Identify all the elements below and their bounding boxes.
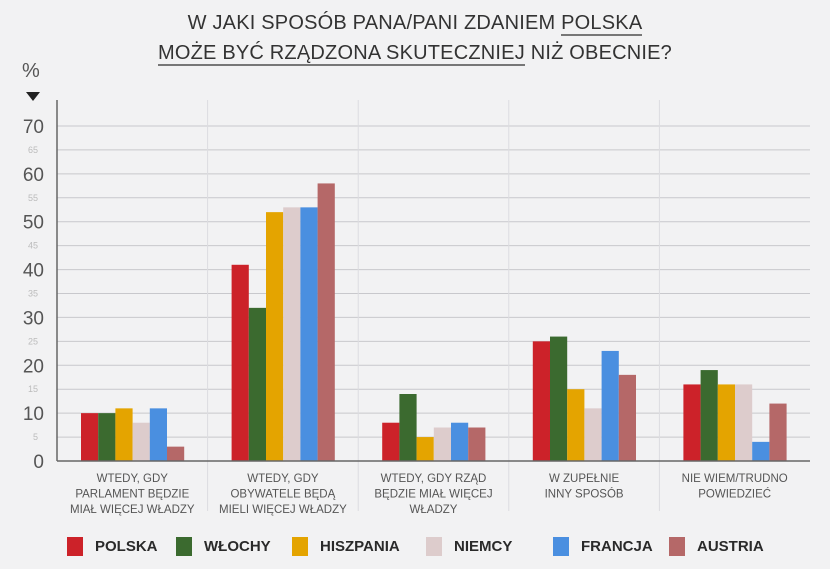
legend-swatch — [292, 537, 308, 556]
bar-polska-1 — [231, 264, 249, 461]
legend-item: HISZPANIA — [292, 537, 400, 556]
bar-hiszpania-3 — [567, 389, 585, 461]
y-minor-tick-label: 25 — [28, 336, 38, 346]
y-minor-tick-label: 55 — [28, 193, 38, 203]
x-category-label: NIE WIEM/TRUDNO — [682, 473, 788, 485]
legend-item: FRANCJA — [553, 537, 653, 556]
x-category-label: MIAŁ WIĘCEJ WŁADZY — [70, 504, 195, 516]
bar-austria-1 — [317, 183, 335, 461]
y-minor-tick-label: 45 — [28, 241, 38, 251]
legend-swatch — [426, 537, 442, 556]
legend-swatch — [67, 537, 83, 556]
bar-francja-1 — [300, 207, 318, 461]
x-category-label: MIELI WIĘCEJ WŁADZY — [219, 504, 347, 516]
x-category-label: OBYWATELE BĘDĄ — [230, 489, 335, 501]
title-text-suffix: NIŻ OBECNIE? — [524, 42, 673, 64]
y-tick-label: 10 — [23, 404, 44, 425]
y-tick-label: 30 — [23, 308, 44, 329]
bar-włochy-2 — [399, 394, 417, 461]
x-category-label: POWIEDZIEĆ — [698, 488, 771, 501]
bar-niemcy-0 — [132, 422, 150, 461]
x-category-label: BĘDZIE MIAŁ WIĘCEJ — [374, 489, 492, 501]
x-category-label: INNY SPOSÓB — [545, 488, 624, 501]
bar-austria-4 — [769, 403, 787, 461]
y-tick-label: 60 — [23, 165, 44, 186]
bar-chart: 0 10 20 30 40 50 60 70 5 15 25 35 45 55 65 WTEDY, GDY PA… — [23, 100, 810, 516]
y-minor-tick-label: 35 — [28, 289, 38, 299]
y-minor-tick-label: 15 — [28, 384, 38, 394]
y-tick-label: 70 — [23, 117, 44, 138]
bar-francja-0 — [149, 408, 167, 461]
legend-swatch — [176, 537, 192, 556]
bar-włochy-4 — [700, 370, 718, 461]
bar-francja-3 — [601, 350, 619, 461]
bar-polska-0 — [81, 413, 99, 461]
title-underlined-polska: POLSKA — [561, 12, 643, 36]
y-tick-label: 50 — [23, 213, 44, 234]
x-category-label: PARLAMENT BĘDZIE — [75, 489, 189, 501]
legend-label: FRANCJA — [581, 538, 653, 555]
legend-label: NIEMCY — [454, 538, 513, 555]
legend-item: POLSKA — [67, 537, 158, 556]
title-underlined-phrase: MOŻE BYĆ RZĄDZONA SKUTECZNIEJ — [157, 42, 525, 66]
chart-title-line-2: MOŻE BYĆ RZĄDZONA SKUTECZNIEJ NIŻ OBECNI… — [0, 42, 830, 66]
chart-title-line-1: W JAKI SPOSÓB PANA/PANI ZDANIEM POLSKA — [0, 12, 830, 36]
bar-francja-4 — [752, 441, 770, 461]
bar-hiszpania-0 — [115, 408, 133, 461]
bar-austria-3 — [618, 374, 636, 461]
legend-item: NIEMCY — [426, 537, 512, 556]
bar-hiszpania-4 — [717, 384, 735, 461]
y-minor-tick-label: 5 — [33, 432, 38, 442]
legend-swatch — [669, 537, 685, 556]
legend-swatch — [553, 537, 569, 556]
bar-niemcy-4 — [735, 384, 753, 461]
x-category-label: WTEDY, GDY RZĄD — [381, 473, 487, 485]
bar-niemcy-1 — [283, 207, 301, 461]
y-tick-label: 40 — [23, 261, 44, 282]
x-category-label: WTEDY, GDY — [97, 473, 169, 485]
y-tick-label: 20 — [23, 356, 44, 377]
x-category-label: WTEDY, GDY — [247, 473, 319, 485]
legend-label: AUSTRIA — [697, 538, 764, 555]
bar-polska-3 — [532, 341, 550, 461]
bar-niemcy-2 — [433, 427, 451, 461]
y-axis-unit-label: % — [22, 60, 40, 82]
legend: POLSKA WŁOCHY HISZPANIA NIEMCY FRANCJA AUSTRI… — [0, 537, 830, 559]
bar-polska-2 — [382, 422, 400, 461]
bar-polska-4 — [683, 384, 701, 461]
legend-item: AUSTRIA — [669, 537, 764, 556]
bar-austria-0 — [167, 446, 185, 461]
y-tick-label: 0 — [33, 452, 44, 473]
arrow-down-icon — [26, 92, 40, 101]
legend-item: WŁOCHY — [176, 537, 271, 556]
legend-label: POLSKA — [95, 538, 158, 555]
title-text: W JAKI SPOSÓB PANA/PANI ZDANIEM — [187, 12, 562, 34]
bar-włochy-3 — [550, 336, 568, 461]
legend-label: WŁOCHY — [204, 538, 271, 555]
bar-hiszpania-1 — [266, 212, 284, 461]
bar-francja-2 — [451, 422, 469, 461]
x-category-label: W ZUPEŁNIE — [549, 473, 620, 485]
legend-label: HISZPANIA — [320, 538, 400, 555]
x-category-label: WŁADZY — [410, 504, 458, 516]
bar-włochy-0 — [98, 413, 116, 461]
bar-austria-2 — [468, 427, 486, 461]
y-minor-tick-label: 65 — [28, 145, 38, 155]
bar-hiszpania-2 — [416, 437, 434, 461]
bar-włochy-1 — [248, 307, 266, 461]
bar-niemcy-3 — [584, 408, 602, 461]
